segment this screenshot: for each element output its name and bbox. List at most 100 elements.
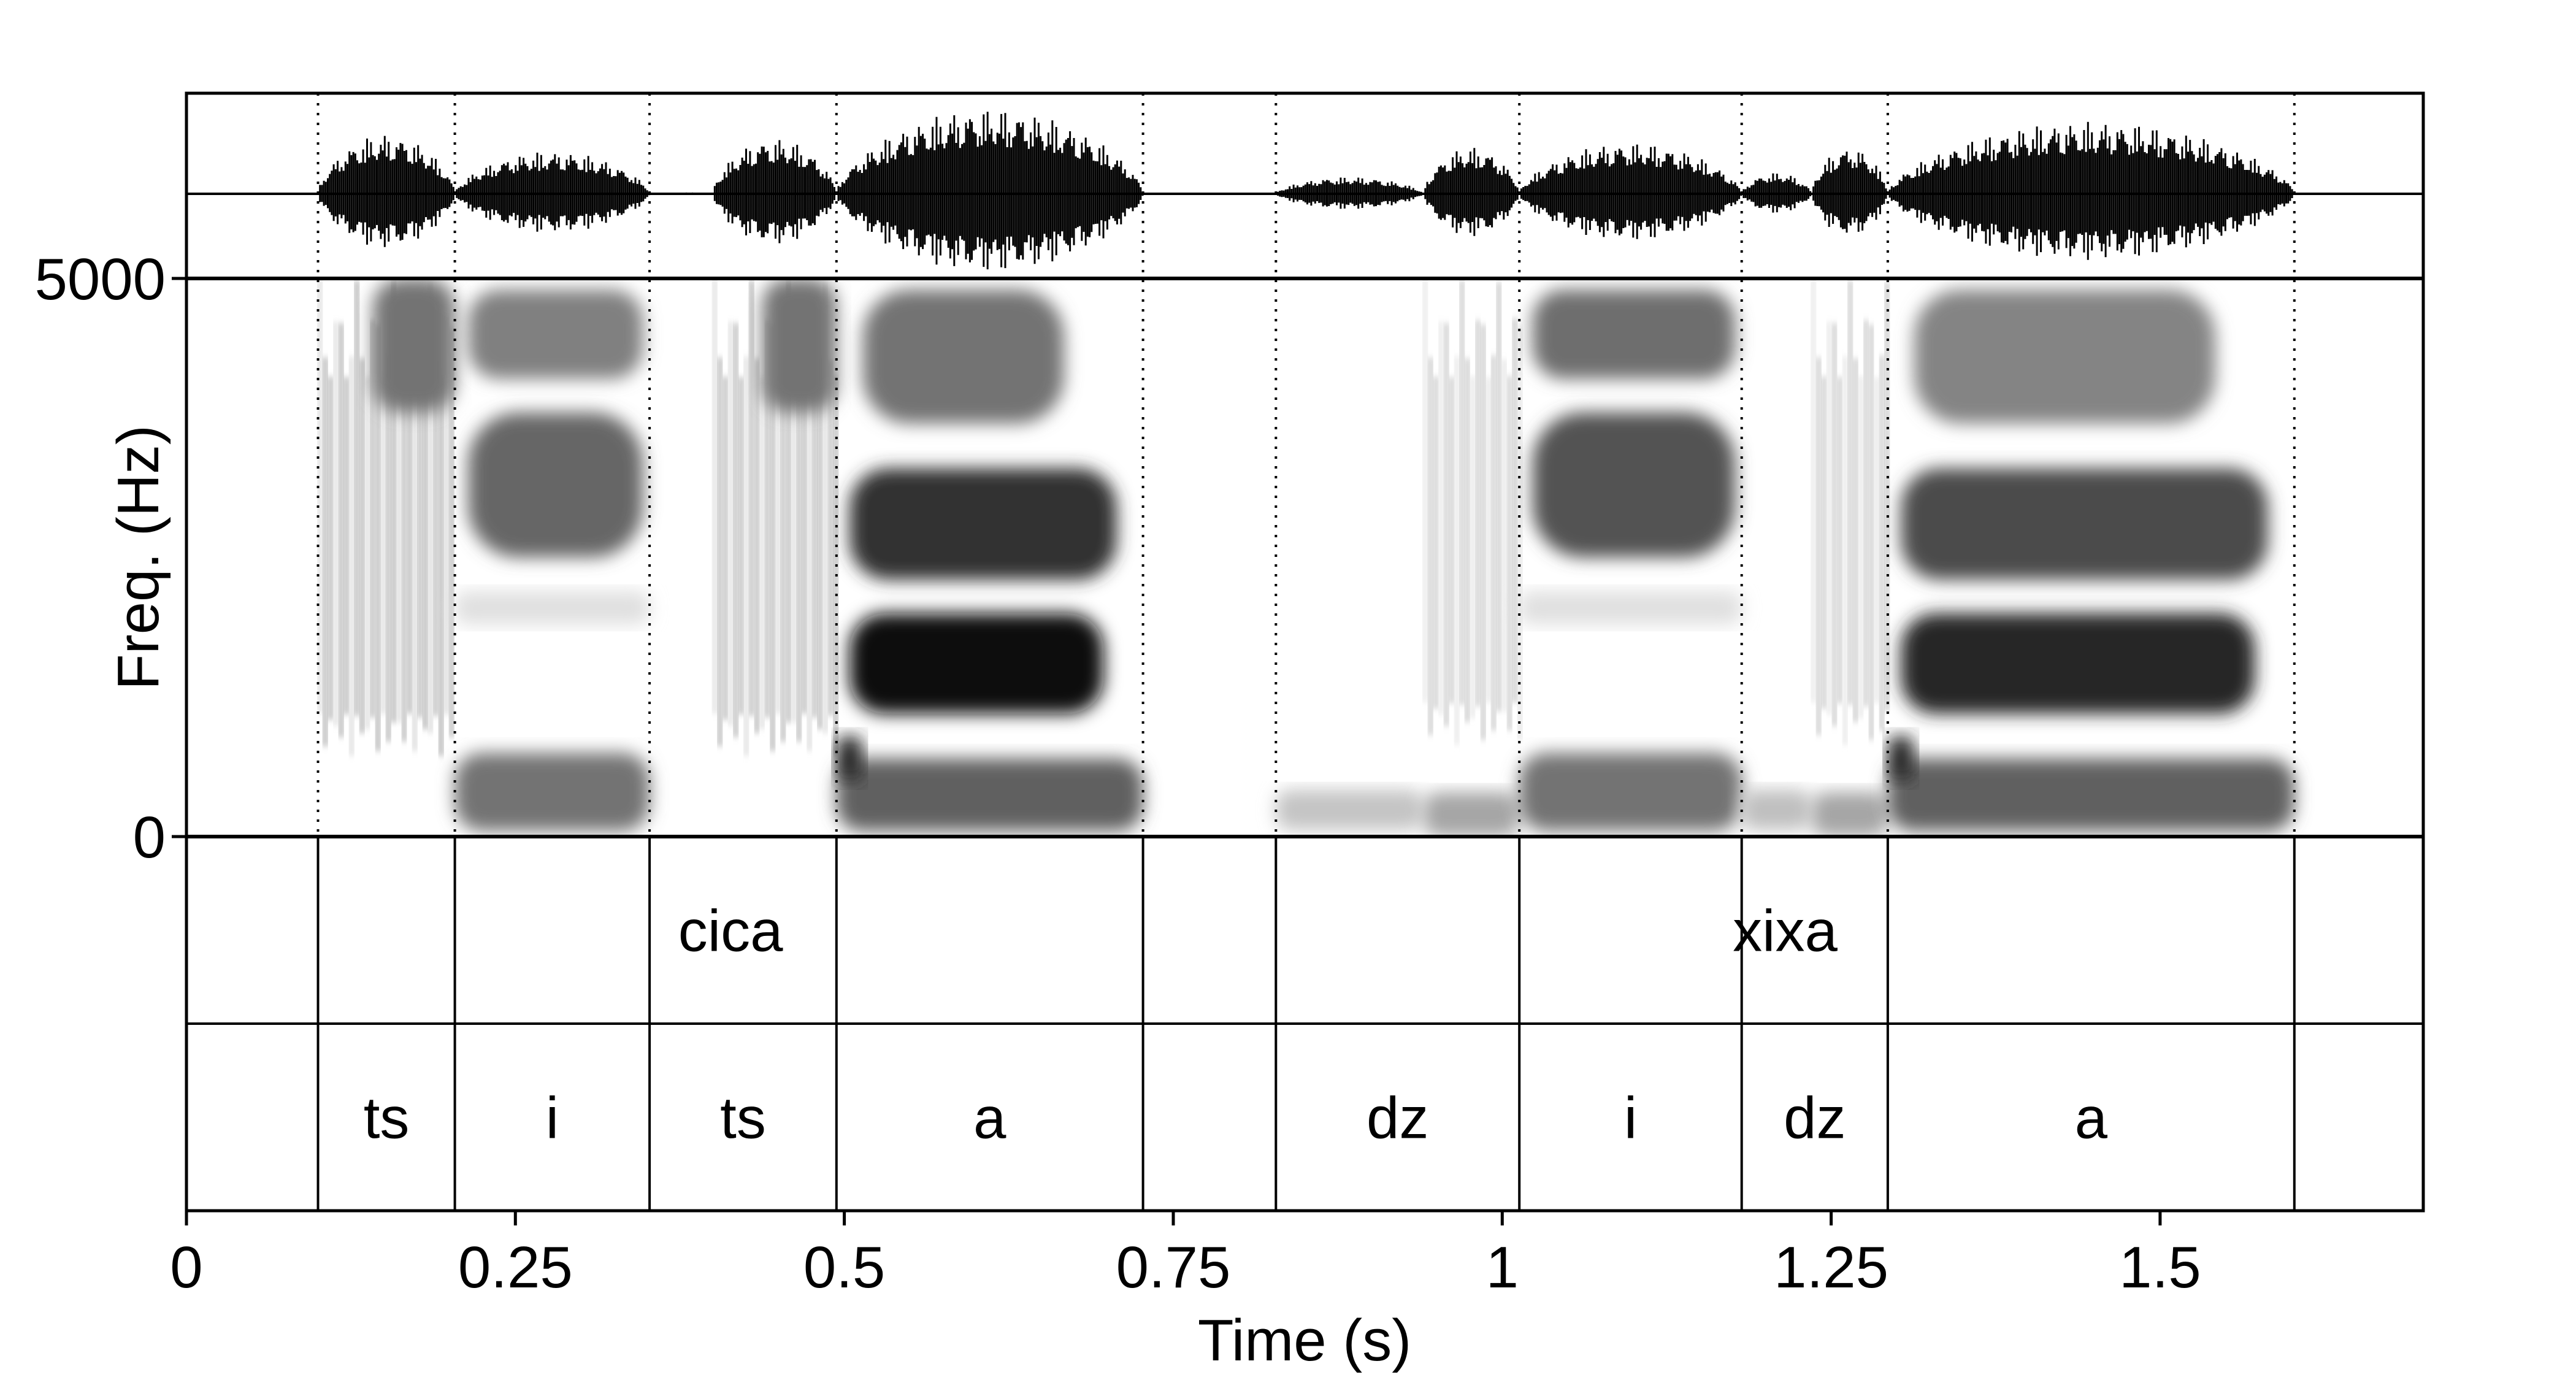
voice-bar <box>1741 789 1812 830</box>
fricative-noise <box>381 377 385 715</box>
formant-f3 <box>1901 468 2268 580</box>
fricative-noise <box>413 326 417 751</box>
formant-f2 <box>468 412 643 558</box>
fricative-noise <box>1460 280 1464 705</box>
formant-onset <box>836 736 863 781</box>
x-tick-label: 1.25 <box>1774 1235 1888 1300</box>
fricative-noise <box>339 323 343 738</box>
waveform-segment <box>711 140 838 243</box>
x-tick-label: 0.25 <box>458 1235 573 1300</box>
fricative-noise <box>418 377 422 718</box>
fricative-noise <box>807 326 811 751</box>
fricative-noise <box>323 357 328 747</box>
fricative-noise <box>760 375 764 730</box>
fricative-noise <box>781 355 786 742</box>
formant-f1 <box>454 753 650 831</box>
fricative-noise <box>749 280 754 716</box>
fricative-noise <box>344 377 348 715</box>
fricative-noise <box>1838 377 1842 704</box>
fricative-noise <box>813 377 817 718</box>
formant-f3 <box>468 289 643 379</box>
tier2-interval-label: i <box>546 1086 559 1151</box>
fricative-noise <box>386 355 391 742</box>
fricative-noise <box>450 327 454 738</box>
fricative-noise <box>1470 375 1475 719</box>
tier2-interval-label: a <box>973 1086 1006 1151</box>
fricative-noise <box>1476 320 1480 707</box>
fricative-noise <box>776 377 780 715</box>
formant-trace <box>1519 591 1742 625</box>
x-tick-label: 0.75 <box>1116 1235 1231 1300</box>
fricative-noise <box>1853 358 1858 723</box>
formant-onset <box>1887 736 1914 781</box>
y-tick-label: 5000 <box>34 247 166 312</box>
fricative-noise <box>744 356 748 756</box>
fricative-noise <box>1439 321 1443 715</box>
formant-f3 <box>849 468 1117 580</box>
fricative-noise <box>1811 278 1815 703</box>
fricative-noise <box>370 320 375 718</box>
fricative-noise <box>1880 355 1884 731</box>
x-tick-label: 1 <box>1486 1235 1519 1300</box>
fricative-noise <box>802 318 807 715</box>
spectrogram-energy <box>318 278 2294 837</box>
formant-f4 <box>1914 289 2216 424</box>
fricative-noise <box>1848 280 1852 705</box>
tier2-interval-label: dz <box>1367 1086 1428 1151</box>
x-axis: 0 0.25 0.5 0.75 1 1.25 1.5 <box>170 1211 2201 1300</box>
fricative-noise <box>1444 323 1449 727</box>
fricative-noise <box>728 321 733 726</box>
fricative-noise <box>1512 318 1517 703</box>
fricative-noise <box>1518 326 1522 740</box>
formant-f1 <box>836 758 1143 831</box>
fricative-noise <box>350 356 354 756</box>
fricative-noise <box>754 358 759 734</box>
plot-frame <box>185 91 2425 1213</box>
fricative-noise <box>444 316 448 715</box>
fricative-noise-peak <box>372 278 455 413</box>
voice-bar <box>1811 792 1888 837</box>
fricative-noise <box>765 320 770 718</box>
fricative-noise <box>1502 359 1506 712</box>
waveform-trace <box>317 112 2295 270</box>
voice-bar <box>1276 789 1424 830</box>
formant-f4 <box>862 289 1064 424</box>
fricative-noise <box>434 360 438 716</box>
fricative-noise <box>407 318 412 715</box>
fricative-noise <box>818 354 822 730</box>
fricative-noise <box>1481 324 1485 740</box>
fricative-noise <box>1449 377 1454 704</box>
fricative-noise <box>734 323 738 738</box>
fricative-noise <box>739 377 743 715</box>
waveform-panel <box>186 112 2423 270</box>
tier2-interval-label: i <box>1624 1086 1637 1151</box>
tier2-interval-label: ts <box>720 1086 766 1151</box>
fricative-noise <box>1465 358 1470 723</box>
fricative-noise <box>723 376 727 721</box>
fricative-noise <box>1433 376 1438 709</box>
x-tick-label: 1.5 <box>2119 1235 2201 1300</box>
fricative-noise <box>402 375 407 742</box>
fricative-noise <box>713 278 717 714</box>
tier1-interval-label: cica <box>678 899 783 964</box>
fricative-noise <box>1507 375 1512 731</box>
fricative-noise <box>1869 324 1874 740</box>
tier-intervals: cica xixa ts i ts a dz i dz a <box>364 899 2108 1151</box>
tier1-interval-label: xixa <box>1733 899 1838 964</box>
formant-f3 <box>1532 289 1735 379</box>
fricative-noise <box>1874 377 1879 703</box>
y-axis: 5000 0 <box>34 247 186 870</box>
fricative-noise <box>797 375 801 742</box>
waveform-segment <box>1810 151 1887 233</box>
fricative-noise <box>1423 278 1427 703</box>
tier2-interval-label: a <box>2075 1086 2108 1151</box>
fricative-noise <box>1428 357 1433 735</box>
panel-frames <box>185 91 2425 1213</box>
fricative-noise <box>718 357 723 747</box>
x-tick-label: 0.5 <box>803 1235 885 1300</box>
fricative-noise <box>375 324 380 751</box>
fricative-noise-peak <box>762 278 837 413</box>
fricative-noise <box>1822 376 1826 709</box>
fricative-noise <box>334 321 338 726</box>
